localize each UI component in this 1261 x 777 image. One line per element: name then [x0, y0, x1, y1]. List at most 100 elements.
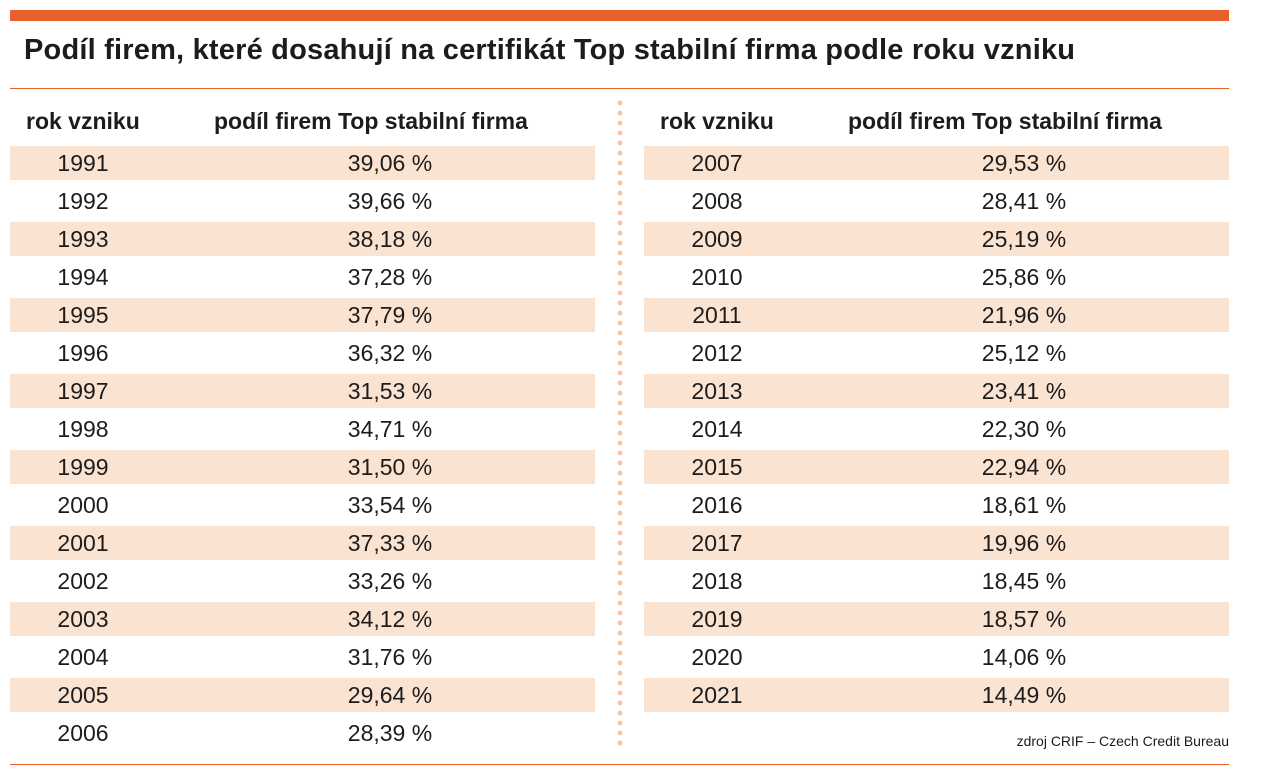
table-body-right: 2007 29,53 % 2008 28,41 % 2009 25,19 % 2010 25,… — [644, 146, 1229, 712]
year-cell: 2021 — [691, 682, 743, 708]
year-cell: 1994 — [57, 264, 109, 290]
year-cell: 2007 — [691, 150, 743, 176]
year-cell: 2019 — [691, 606, 743, 632]
year-cell: 2020 — [691, 644, 743, 670]
table-row: 2021 14,49 % — [644, 678, 1229, 712]
year-cell: 1999 — [57, 454, 109, 480]
share-cell: 37,28 % — [347, 264, 433, 290]
bottom-divider — [10, 764, 1229, 765]
table-row: 2006 28,39 % — [10, 716, 595, 750]
share-cell: 28,39 % — [347, 720, 433, 746]
table-row: 2010 25,86 % — [644, 260, 1229, 294]
table-body-left: 1991 39,06 % 1992 39,66 % 1993 38,18 % 1994 37,… — [10, 146, 595, 750]
share-cell: 22,30 % — [981, 416, 1067, 442]
year-cell: 2004 — [57, 644, 109, 670]
year-cell: 1995 — [57, 302, 109, 328]
share-cell: 31,50 % — [347, 454, 433, 480]
year-cell: 2013 — [691, 378, 743, 404]
table-row: 1991 39,06 % — [10, 146, 595, 180]
table-row: 2000 33,54 % — [10, 488, 595, 522]
year-cell: 1997 — [57, 378, 109, 404]
year-cell: 2018 — [691, 568, 743, 594]
share-cell: 29,64 % — [347, 682, 433, 708]
source-note: zdroj CRIF – Czech Credit Bureau — [1016, 733, 1229, 749]
share-cell: 25,12 % — [981, 340, 1067, 366]
share-cell: 39,06 % — [347, 150, 433, 176]
year-cell: 2002 — [57, 568, 109, 594]
year-cell: 1991 — [57, 150, 109, 176]
table-row: 1996 36,32 % — [10, 336, 595, 370]
share-cell: 19,96 % — [981, 530, 1067, 556]
share-cell: 28,41 % — [981, 188, 1067, 214]
share-cell: 34,12 % — [347, 606, 433, 632]
table-row: 1992 39,66 % — [10, 184, 595, 218]
table-row: 2009 25,19 % — [644, 222, 1229, 256]
year-cell: 2010 — [691, 264, 743, 290]
table-row: 1995 37,79 % — [10, 298, 595, 332]
share-cell: 18,45 % — [981, 568, 1067, 594]
table-row: 2002 33,26 % — [10, 564, 595, 598]
table-row: 2016 18,61 % — [644, 488, 1229, 522]
table-row: 2018 18,45 % — [644, 564, 1229, 598]
share-cell: 23,41 % — [981, 378, 1067, 404]
table-row: 2007 29,53 % — [644, 146, 1229, 180]
share-cell: 37,33 % — [347, 530, 433, 556]
table-row: 2019 18,57 % — [644, 602, 1229, 636]
year-cell: 1992 — [57, 188, 109, 214]
year-cell: 2005 — [57, 682, 109, 708]
share-cell: 38,18 % — [347, 226, 433, 252]
year-cell: 2017 — [691, 530, 743, 556]
column-header-year: rok vzniku — [660, 108, 774, 134]
column-header-share: podíl firem Top stabilní firma — [214, 108, 528, 134]
table-header-left: rok vzniku podíl firem Top stabilní firm… — [10, 96, 595, 146]
share-cell: 36,32 % — [347, 340, 433, 366]
share-cell: 31,76 % — [347, 644, 433, 670]
share-cell: 14,06 % — [981, 644, 1067, 670]
year-cell: 2011 — [692, 302, 742, 328]
year-cell: 2003 — [57, 606, 109, 632]
table-row: 1997 31,53 % — [10, 374, 595, 408]
year-cell: 2016 — [691, 492, 743, 518]
year-cell: 1993 — [57, 226, 109, 252]
table-row: 2017 19,96 % — [644, 526, 1229, 560]
top-accent-bar — [10, 10, 1229, 21]
share-cell: 33,54 % — [347, 492, 433, 518]
year-cell: 1996 — [57, 340, 109, 366]
table-row: 2015 22,94 % — [644, 450, 1229, 484]
share-cell: 33,26 % — [347, 568, 433, 594]
table-left: rok vzniku podíl firem Top stabilní firm… — [10, 96, 595, 754]
year-cell: 1998 — [57, 416, 109, 442]
table-row: 2005 29,64 % — [10, 678, 595, 712]
share-cell: 39,66 % — [347, 188, 433, 214]
year-cell: 2000 — [57, 492, 109, 518]
column-header-share: podíl firem Top stabilní firma — [848, 108, 1162, 134]
page-title: Podíl firem, které dosahují na certifiká… — [24, 34, 1076, 66]
table-row: 2004 31,76 % — [10, 640, 595, 674]
share-cell: 31,53 % — [347, 378, 433, 404]
column-divider — [617, 98, 623, 750]
share-cell: 37,79 % — [347, 302, 433, 328]
share-cell: 18,57 % — [981, 606, 1067, 632]
table-row: 2012 25,12 % — [644, 336, 1229, 370]
share-cell: 14,49 % — [981, 682, 1067, 708]
share-cell: 25,19 % — [981, 226, 1067, 252]
table-row: 2008 28,41 % — [644, 184, 1229, 218]
table-header-right: rok vzniku podíl firem Top stabilní firm… — [644, 96, 1229, 146]
share-cell: 25,86 % — [981, 264, 1067, 290]
year-cell: 2001 — [57, 530, 109, 556]
year-cell: 2015 — [691, 454, 743, 480]
share-cell: 22,94 % — [981, 454, 1067, 480]
table-row: 2003 34,12 % — [10, 602, 595, 636]
table-row: 1994 37,28 % — [10, 260, 595, 294]
year-cell: 2008 — [691, 188, 743, 214]
table-row: 1998 34,71 % — [10, 412, 595, 446]
table-row: 2014 22,30 % — [644, 412, 1229, 446]
table-row: 1999 31,50 % — [10, 450, 595, 484]
share-cell: 29,53 % — [981, 150, 1067, 176]
table-row: 2001 37,33 % — [10, 526, 595, 560]
year-cell: 2012 — [691, 340, 743, 366]
share-cell: 18,61 % — [981, 492, 1067, 518]
table-row: 1993 38,18 % — [10, 222, 595, 256]
table-row: 2013 23,41 % — [644, 374, 1229, 408]
title-divider — [10, 88, 1229, 89]
